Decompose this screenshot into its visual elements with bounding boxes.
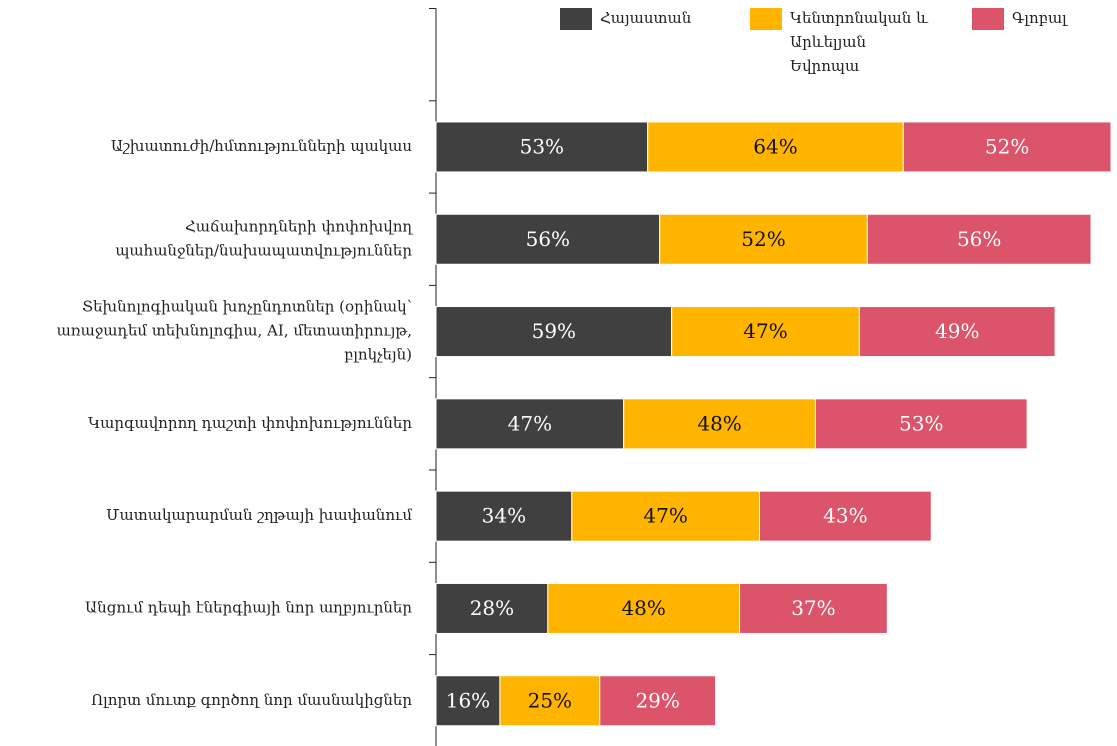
legend-label: Կենտրոնական և Արևելյան Եվրոպա: [790, 9, 929, 75]
category-label: Կարգավորող դաշտի փոփոխություններ: [88, 414, 412, 432]
value-label: 28%: [470, 596, 514, 620]
bar-segment: [599, 675, 717, 727]
bar-segment: [435, 398, 625, 450]
value-label: 64%: [753, 134, 797, 158]
bar-segment: [866, 213, 1092, 265]
bar-segment: [435, 675, 501, 727]
value-label: 49%: [935, 319, 979, 343]
bar-segment: [435, 490, 573, 542]
bar-segment: [659, 213, 868, 265]
value-label: 37%: [791, 596, 835, 620]
value-label: 52%: [741, 227, 785, 251]
legend-swatch: [750, 8, 782, 30]
bar-segment: [623, 398, 816, 450]
category-label: Հաճախորդների փոփոխվող պահանջներ/նախապատվո…: [115, 217, 413, 259]
value-label: 48%: [697, 411, 741, 435]
bar-segment: [759, 490, 932, 542]
value-label: 59%: [532, 319, 576, 343]
bar-segment: [671, 306, 860, 358]
legend-swatch: [560, 8, 592, 30]
value-label: 47%: [743, 319, 787, 343]
bar-segment: [739, 582, 888, 634]
legend-swatch: [972, 8, 1004, 30]
value-label: 25%: [528, 688, 572, 712]
value-label: 16%: [446, 688, 490, 712]
category-label: Տեխնոլոգիական խոչընդոտներ (օրինակ՝ առաջադ…: [57, 298, 412, 364]
category-label: Անցում դեպի էներգիայի նոր աղբյուրներ: [85, 598, 412, 616]
bar-segment: [571, 490, 761, 542]
bar-segment: [858, 306, 1056, 358]
bar-segment: [814, 398, 1028, 450]
value-label: 47%: [508, 411, 552, 435]
value-label: 52%: [985, 134, 1029, 158]
bar-segment: [435, 306, 673, 358]
category-label: Մատակարարման շղթայի խափանում: [106, 506, 412, 524]
legend-label: Հայաստան: [600, 9, 692, 27]
bar-segment: [647, 121, 904, 173]
value-label: 34%: [482, 504, 526, 528]
bar-segment: [902, 121, 1112, 173]
value-label: 56%: [957, 227, 1001, 251]
value-label: 56%: [526, 227, 570, 251]
category-label: Ոլորտ մուտք գործող նոր մասնակիցներ: [91, 691, 412, 709]
value-label: 53%: [899, 411, 943, 435]
value-label: 43%: [823, 504, 867, 528]
bar-segment: [547, 582, 741, 634]
bar-segment: [435, 213, 661, 265]
bar-segment: [435, 582, 549, 634]
legend-label: Գլոբալ: [1012, 9, 1068, 27]
category-label: Աշխատուժի/հմտությունների պակաս: [111, 137, 412, 155]
value-label: 29%: [635, 688, 679, 712]
value-label: 47%: [643, 504, 687, 528]
value-label: 53%: [520, 134, 564, 158]
value-label: 48%: [621, 596, 665, 620]
